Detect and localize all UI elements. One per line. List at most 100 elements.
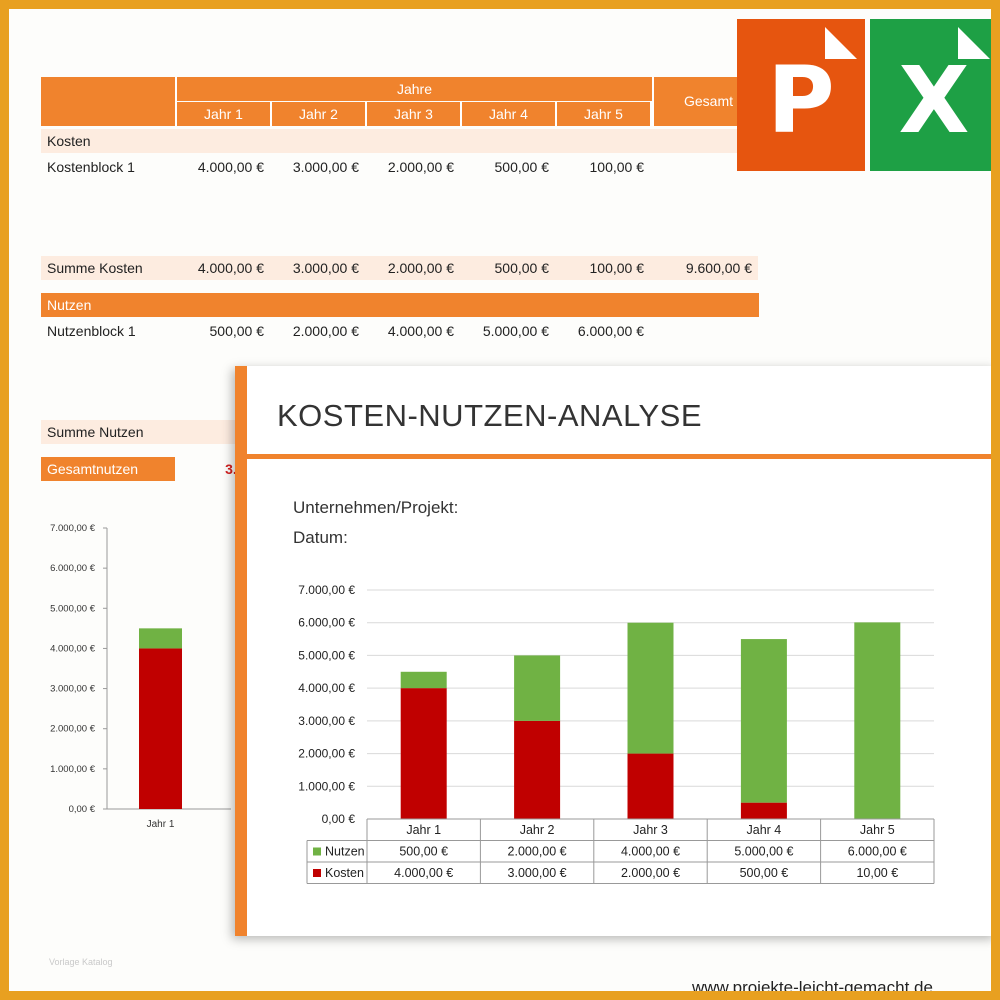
bg-y-tick-label: 1.000,00 € [50,764,96,775]
table-cell-kosten: 10,00 € [856,866,898,880]
header-year: Jahr 2 [270,102,365,126]
table-cell-nutzen: 6.000,00 € [848,845,907,859]
table-cell-nutzen: 5.000,00 € [734,845,793,859]
powerpoint-icon: P [737,19,865,171]
cell-value: 3.000,00 € [270,256,365,280]
header-year: Jahr 3 [365,102,460,126]
header-years-label: Jahre [175,77,652,101]
kostenblock-row: Kostenblock 1 4.000,00 € 3.000,00 € 2.00… [41,155,650,179]
title-underline [247,454,991,459]
cell-value: 4.000,00 € [197,159,264,175]
powerpoint-letter: P [767,47,835,154]
cell-value: 500,00 € [494,159,550,175]
y-tick-label: 6.000,00 € [298,616,355,630]
header-years-row: Jahr 1 Jahr 2 Jahr 3 Jahr 4 Jahr 5 [175,102,650,126]
cell-value: 3.000,00 € [292,159,359,175]
header-year: Jahr 5 [555,102,650,126]
nutzen-section-label: Nutzen [47,297,92,313]
cell-value: 6.000,00 € [577,323,644,339]
row-label: Summe Kosten [41,256,175,280]
header-year: Jahr 4 [460,102,555,126]
legend-label-nutzen: Nutzen [325,845,365,859]
cell-value: 500,00 € [209,323,265,339]
summe-kosten-row: Summe Kosten 4.000,00 € 3.000,00 € 2.000… [41,256,758,280]
company-field-label: Unternehmen/Projekt: [293,498,459,517]
bg-bar-nutzen [139,628,182,649]
bg-x-tick-label: Jahr 1 [147,819,175,830]
cell-value: 2.000,00 € [292,323,359,339]
page-fold [825,27,857,59]
bg-y-tick-label: 0,00 € [69,804,96,815]
background-chart: 7.000,00 € 6.000,00 € 5.000,00 € 4.000,00 €… [50,523,231,830]
table-cell-kosten: 2.000,00 € [621,866,680,880]
x-tick-label: Jahr 2 [520,823,555,837]
kosten-section-row: Kosten [41,129,761,153]
cell-value: 100,00 € [555,256,650,280]
excel-icon: X [870,19,991,171]
summe-kosten-total: 9.600,00 € [650,256,758,280]
x-tick-label: Jahr 3 [633,823,668,837]
legend-label-kosten: Kosten [325,866,364,880]
legend-swatch-kosten [313,869,321,877]
cell-value: 500,00 € [460,256,555,280]
date-field-label: Datum: [293,528,348,547]
gesamtnutzen-row: Gesamtnutzen 3.500, [41,457,270,481]
watermark: Vorlage Katalog [49,957,113,967]
table-cell-nutzen: 2.000,00 € [508,845,567,859]
cell-value: 4.000,00 € [175,256,270,280]
bar-nutzen [514,655,561,721]
y-tick-label: 4.000,00 € [298,681,355,695]
x-tick-label: Jahr 1 [406,823,441,837]
cell-value: 100,00 € [589,159,645,175]
table-cell-kosten: 500,00 € [740,866,789,880]
slide-accent-bar [235,366,247,936]
bg-y-tick-label: 6.000,00 € [50,563,96,574]
bar-nutzen [627,622,674,754]
header-corner [41,77,175,126]
y-tick-label: 0,00 € [322,812,356,826]
bg-y-tick-label: 5.000,00 € [50,603,96,614]
bg-bar-kosten [139,648,182,809]
bar-kosten [740,802,787,819]
slide-title: KOSTEN-NUTZEN-ANALYSE [277,398,703,433]
bg-y-tick-label: 4.000,00 € [50,643,96,654]
kosten-section-label: Kosten [47,133,91,149]
bar-nutzen [854,622,901,819]
bg-y-tick-label: 7.000,00 € [50,523,96,534]
bg-y-tick-label: 2.000,00 € [50,724,96,735]
y-tick-label: 2.000,00 € [298,747,355,761]
cell-value: 4.000,00 € [387,323,454,339]
y-tick-label: 7.000,00 € [298,583,355,597]
legend-swatch-nutzen [313,847,321,856]
excel-letter: X [898,47,970,154]
header-year: Jahr 1 [175,102,270,126]
row-label: Gesamtnutzen [41,457,175,481]
summe-nutzen-row: Summe Nutzen 500, [41,420,270,444]
table-cell-nutzen: 500,00 € [399,845,448,859]
table-cell-kosten: 4.000,00 € [394,866,453,880]
bar-kosten [400,688,447,819]
bar-nutzen [400,671,447,689]
nutzenblock-row: Nutzenblock 1 500,00 € 2.000,00 € 4.000,… [41,319,650,343]
bar-nutzen [740,639,787,803]
y-tick-label: 5.000,00 € [298,648,355,662]
y-tick-label: 1.000,00 € [298,779,355,793]
row-label: Nutzenblock 1 [47,323,136,339]
bar-kosten [627,753,674,819]
x-tick-label: Jahr 5 [860,823,895,837]
analysis-slide: KOSTEN-NUTZEN-ANALYSE Unternehmen/Projek… [235,366,991,936]
nutzen-section-row: Nutzen [41,293,759,317]
row-label: Summe Nutzen [41,420,175,444]
row-label: Kostenblock 1 [47,159,135,175]
y-tick-label: 3.000,00 € [298,714,355,728]
cost-benefit-chart: 0,00 € 1.000,00 € 2.000,00 € 3.000,00 € 4.00… [298,583,935,884]
x-tick-label: Jahr 4 [747,823,782,837]
cell-value: 2.000,00 € [387,159,454,175]
table-cell-kosten: 3.000,00 € [508,866,567,880]
table-cell-nutzen: 4.000,00 € [621,845,680,859]
bar-kosten [514,720,561,819]
cell-value: 5.000,00 € [482,323,549,339]
page-fold [958,27,990,59]
footer-url: www.projekte-leicht-gemacht.de [692,978,933,997]
